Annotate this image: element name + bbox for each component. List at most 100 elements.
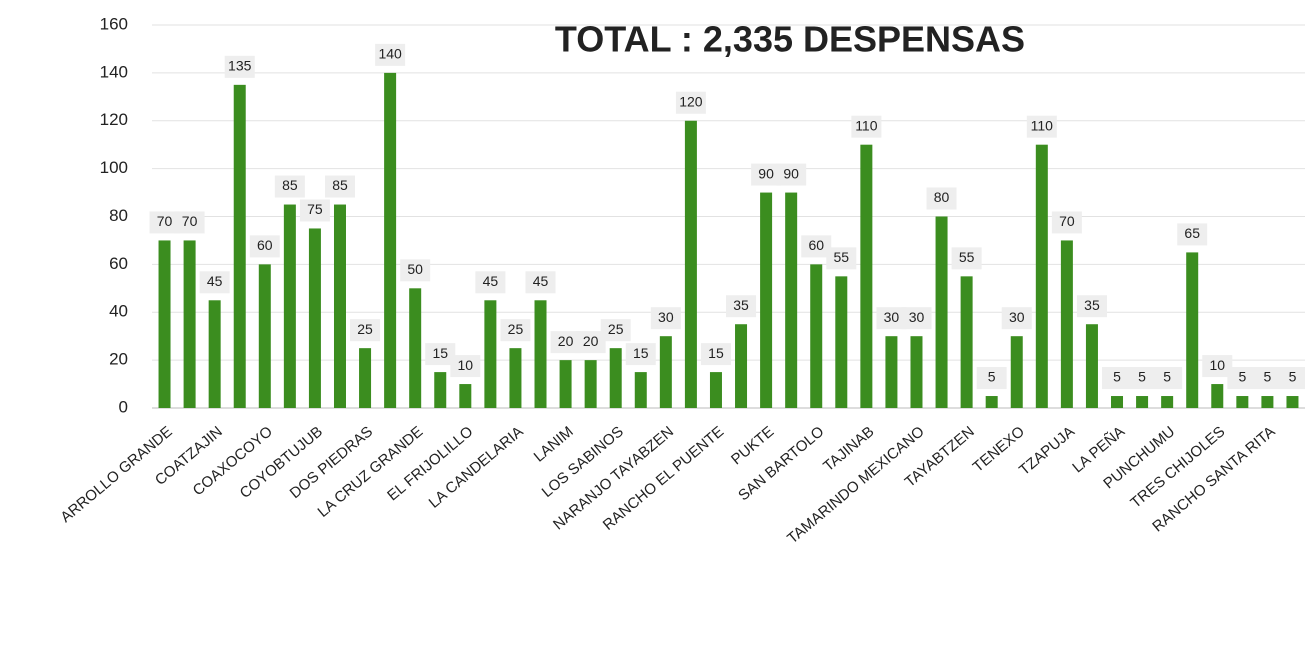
value-label-box <box>274 175 305 198</box>
value-label-box <box>1202 355 1233 378</box>
value-label: 25 <box>357 321 373 337</box>
value-label-box <box>575 331 606 354</box>
value-label: 35 <box>733 297 749 313</box>
value-label: 135 <box>228 58 252 74</box>
bar <box>384 72 397 408</box>
bar <box>659 336 672 408</box>
bar <box>609 348 622 408</box>
value-label-box <box>400 259 431 282</box>
x-tick-label: EL FRIJOLILLO <box>384 423 476 504</box>
bar <box>835 276 848 408</box>
bar <box>1136 396 1149 408</box>
value-label: 10 <box>1209 357 1225 373</box>
value-label-box <box>625 343 656 366</box>
bar <box>158 240 171 408</box>
bar <box>1236 396 1249 408</box>
value-label-box <box>876 307 907 330</box>
value-label: 50 <box>407 261 423 277</box>
value-label: 90 <box>783 165 799 181</box>
value-label: 120 <box>679 93 703 109</box>
value-label-box <box>951 247 982 270</box>
bar <box>760 192 773 408</box>
value-label-box <box>450 355 481 378</box>
value-label-box <box>1227 367 1258 390</box>
value-label: 35 <box>1084 297 1100 313</box>
value-label-box <box>425 343 456 366</box>
value-label: 20 <box>583 333 599 349</box>
bar <box>684 120 697 408</box>
value-label-box <box>1102 367 1133 390</box>
value-label: 30 <box>658 309 674 325</box>
bar <box>1211 384 1224 408</box>
value-label: 60 <box>257 237 273 253</box>
value-label-box <box>149 211 180 234</box>
bar <box>359 348 372 408</box>
value-label: 45 <box>483 273 499 289</box>
value-label-box <box>776 163 807 186</box>
bar <box>709 372 722 408</box>
y-tick-label: 120 <box>100 110 128 129</box>
value-label-box <box>1277 367 1305 390</box>
y-tick-label: 160 <box>100 14 128 33</box>
value-label-box <box>901 307 932 330</box>
value-label: 45 <box>533 273 549 289</box>
value-label-box <box>600 319 631 342</box>
value-label: 70 <box>182 213 198 229</box>
value-label: 90 <box>758 165 774 181</box>
value-label-box <box>826 247 857 270</box>
bar <box>960 276 973 408</box>
bar <box>985 396 998 408</box>
bar <box>233 84 246 408</box>
value-label-box <box>675 91 706 114</box>
bar <box>1261 396 1274 408</box>
x-tick-label: TZAPUJA <box>1016 423 1078 479</box>
bar <box>1286 396 1299 408</box>
value-label-box <box>1001 307 1032 330</box>
bar <box>1035 144 1048 408</box>
value-label: 30 <box>1009 309 1025 325</box>
bar <box>534 300 547 408</box>
value-label-box <box>350 319 381 342</box>
y-tick-label: 60 <box>109 254 128 273</box>
bar <box>509 348 522 408</box>
value-label: 65 <box>1184 225 1200 241</box>
bar <box>559 360 572 408</box>
value-label-box <box>525 271 556 294</box>
value-label-box <box>1076 295 1107 318</box>
value-label-box <box>650 307 681 330</box>
value-label: 30 <box>909 309 925 325</box>
bar <box>584 360 597 408</box>
bar <box>484 300 497 408</box>
value-label: 15 <box>708 345 724 361</box>
value-label: 5 <box>988 369 996 385</box>
value-label-box <box>249 235 280 258</box>
value-label-box <box>1252 367 1283 390</box>
bar <box>183 240 196 408</box>
value-label: 55 <box>834 249 850 265</box>
bar <box>735 324 748 408</box>
value-label: 5 <box>1138 369 1146 385</box>
bar <box>1010 336 1023 408</box>
value-label: 85 <box>332 177 348 193</box>
value-label-box <box>550 331 581 354</box>
value-label: 75 <box>307 201 323 217</box>
value-label: 55 <box>959 249 975 265</box>
value-label-box <box>1177 223 1208 246</box>
bar <box>1161 396 1174 408</box>
y-tick-label: 20 <box>109 350 128 369</box>
value-label: 30 <box>884 309 900 325</box>
bar <box>258 264 271 408</box>
value-label: 5 <box>1289 369 1297 385</box>
value-label-box <box>324 175 355 198</box>
bar <box>785 192 798 408</box>
bar <box>1111 396 1124 408</box>
bar <box>283 204 296 408</box>
value-label: 5 <box>1238 369 1246 385</box>
y-tick-label: 80 <box>109 206 128 225</box>
value-label: 15 <box>432 345 448 361</box>
bar <box>333 204 346 408</box>
value-label: 110 <box>1031 117 1054 133</box>
value-label: 60 <box>808 237 824 253</box>
value-label-box <box>375 43 406 66</box>
